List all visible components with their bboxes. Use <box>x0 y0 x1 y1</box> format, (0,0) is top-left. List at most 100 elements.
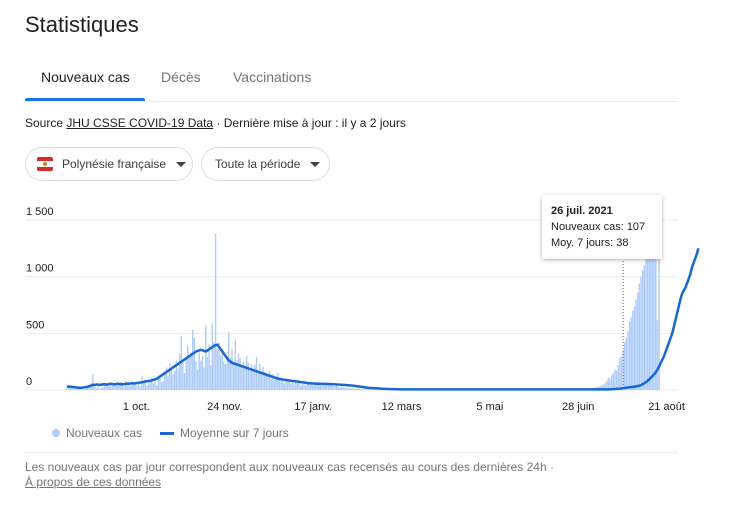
case-bar[interactable] <box>332 386 335 390</box>
case-bar[interactable] <box>136 385 138 390</box>
case-bar[interactable] <box>648 248 650 390</box>
case-bar[interactable] <box>183 373 186 390</box>
case-bar[interactable] <box>651 242 654 390</box>
case-bar[interactable] <box>635 299 637 390</box>
case-bar[interactable] <box>216 349 218 390</box>
case-bar[interactable] <box>628 322 631 390</box>
case-bar[interactable] <box>123 386 125 390</box>
case-bar[interactable] <box>265 373 268 390</box>
case-bar[interactable] <box>221 352 223 390</box>
case-bar[interactable] <box>154 379 156 390</box>
case-bar[interactable] <box>318 383 320 390</box>
case-bar[interactable] <box>326 383 328 390</box>
case-bar[interactable] <box>244 366 246 390</box>
case-bar[interactable] <box>340 386 343 390</box>
case-bar[interactable] <box>327 384 330 390</box>
case-bar[interactable] <box>337 386 340 390</box>
case-bar[interactable] <box>182 361 184 390</box>
case-bar[interactable] <box>646 254 649 390</box>
case-bar[interactable] <box>75 388 78 390</box>
case-bar[interactable] <box>620 356 623 390</box>
case-bar[interactable] <box>172 374 174 390</box>
region-dropdown[interactable]: Polynésie française <box>25 147 193 181</box>
case-bar[interactable] <box>252 369 254 390</box>
case-bar[interactable] <box>260 373 263 390</box>
case-bar[interactable] <box>376 389 379 390</box>
tab-deaths[interactable]: Décès <box>161 69 201 85</box>
case-bar[interactable] <box>640 276 642 390</box>
case-bar[interactable] <box>625 337 628 390</box>
case-bar[interactable] <box>650 244 652 390</box>
case-bar[interactable] <box>362 389 364 390</box>
case-bar[interactable] <box>372 389 374 390</box>
case-bar[interactable] <box>304 385 307 390</box>
case-bar[interactable] <box>373 389 376 390</box>
case-bar[interactable] <box>313 385 315 390</box>
case-bar[interactable] <box>617 365 619 390</box>
case-bar[interactable] <box>103 384 106 390</box>
case-bar[interactable] <box>602 384 605 390</box>
case-bar[interactable] <box>286 382 289 390</box>
case-bar[interactable] <box>188 354 191 390</box>
case-bar[interactable] <box>126 385 128 390</box>
case-bar[interactable] <box>211 323 214 390</box>
case-bar[interactable] <box>612 373 614 390</box>
case-bar[interactable] <box>177 368 179 390</box>
case-bar[interactable] <box>280 380 282 390</box>
case-bar[interactable] <box>93 386 96 390</box>
case-bar[interactable] <box>365 389 367 390</box>
case-bar[interactable] <box>139 386 142 390</box>
case-bar[interactable] <box>102 387 104 390</box>
case-bar[interactable] <box>239 358 241 390</box>
case-bar[interactable] <box>152 383 155 390</box>
case-bar[interactable] <box>113 383 115 390</box>
about-data-link[interactable]: À propos de ces données <box>25 475 162 489</box>
case-bar[interactable] <box>619 358 621 390</box>
case-bar[interactable] <box>306 383 308 390</box>
case-bar[interactable] <box>355 388 358 390</box>
case-bar[interactable] <box>638 283 641 390</box>
case-bar[interactable] <box>118 385 120 390</box>
case-bar[interactable] <box>283 383 286 390</box>
case-bar[interactable] <box>375 389 377 390</box>
case-bar[interactable] <box>144 379 146 390</box>
case-bar[interactable] <box>106 385 109 390</box>
case-bar[interactable] <box>116 382 119 390</box>
case-bar[interactable] <box>272 374 274 390</box>
case-bar[interactable] <box>151 377 153 390</box>
case-bar[interactable] <box>645 259 647 390</box>
case-bar[interactable] <box>115 386 117 390</box>
case-bar[interactable] <box>178 353 181 390</box>
case-bar[interactable] <box>321 383 323 390</box>
case-bar[interactable] <box>303 384 305 390</box>
case-bar[interactable] <box>601 385 603 390</box>
tab-vaccinations[interactable]: Vaccinations <box>233 69 312 85</box>
case-bar[interactable] <box>298 379 300 390</box>
case-bar[interactable] <box>344 387 346 390</box>
case-bar[interactable] <box>142 383 145 390</box>
case-bar[interactable] <box>368 389 371 390</box>
case-bar[interactable] <box>214 233 217 390</box>
case-bar[interactable] <box>67 388 70 390</box>
case-bar[interactable] <box>190 352 192 390</box>
case-bar[interactable] <box>259 363 261 390</box>
case-bar[interactable] <box>124 380 127 390</box>
case-bar[interactable] <box>92 374 94 390</box>
case-bar[interactable] <box>311 383 313 390</box>
case-bar[interactable] <box>237 353 240 390</box>
case-bar[interactable] <box>85 386 88 390</box>
case-bar[interactable] <box>301 383 304 390</box>
case-bar[interactable] <box>599 386 601 390</box>
case-bar[interactable] <box>614 369 616 390</box>
case-bar[interactable] <box>339 387 341 390</box>
case-bar[interactable] <box>170 369 173 390</box>
case-bar[interactable] <box>111 385 114 390</box>
case-bar[interactable] <box>169 362 171 390</box>
case-bar[interactable] <box>624 342 626 390</box>
case-bar[interactable] <box>206 357 209 390</box>
case-bar[interactable] <box>110 383 112 390</box>
case-bar[interactable] <box>282 379 284 390</box>
case-bar[interactable] <box>120 384 122 390</box>
case-bar[interactable] <box>633 306 636 390</box>
case-bar[interactable] <box>146 385 148 390</box>
